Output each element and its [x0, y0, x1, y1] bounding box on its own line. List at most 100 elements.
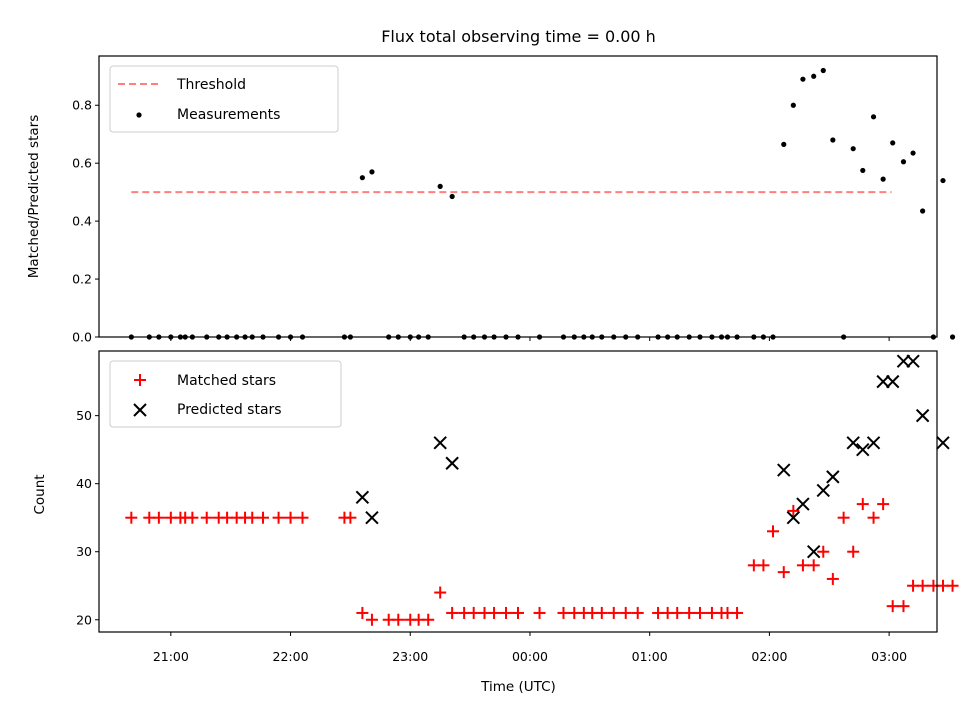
measurement-point — [870, 114, 877, 120]
matched-star-marker — [284, 511, 297, 524]
matched-star-marker — [787, 504, 800, 517]
matched-star-marker — [200, 511, 213, 524]
matched-star-marker — [557, 606, 570, 619]
x-tick-label: 22:00 — [273, 649, 309, 664]
top-y-tick-label: 0.8 — [72, 98, 92, 113]
predicted-star-marker — [806, 545, 821, 559]
measurement-point — [820, 67, 826, 74]
bottom-y-axis-label: Count — [32, 474, 48, 514]
predicted-star-marker — [777, 463, 791, 477]
predicted-star-marker — [906, 354, 920, 368]
measurement-point — [900, 159, 907, 165]
top-y-tick-label: 0.0 — [72, 330, 92, 345]
matched-star-marker — [296, 511, 309, 524]
bottom-y-tick-label: 20 — [76, 612, 92, 627]
predicted-star-marker — [885, 374, 900, 389]
matched-star-marker — [392, 613, 405, 626]
measurement-point — [449, 193, 455, 200]
measurement-point — [940, 177, 946, 184]
bottom-y-tick-label: 30 — [76, 544, 92, 559]
predicted-star-marker — [796, 497, 810, 511]
legend-measurements-label: Measurements — [177, 107, 280, 123]
matched-star-marker — [434, 586, 447, 599]
measurement-point — [949, 334, 956, 340]
matched-star-marker — [867, 511, 880, 524]
top-panel: Flux total observing time = 0.00 h Match… — [26, 27, 956, 345]
matched-star-marker — [757, 559, 770, 572]
legend-predicted-swatch — [133, 403, 147, 417]
legend-matched-label: Matched stars — [177, 373, 276, 389]
matched-star-marker — [856, 498, 869, 511]
predicted-star-marker — [826, 470, 840, 484]
matched-star-marker — [796, 559, 809, 572]
measurement-point — [359, 175, 365, 181]
matched-star-marker — [671, 606, 684, 619]
predicted-star-marker — [936, 436, 950, 450]
predicted-star-marker — [915, 408, 930, 423]
measurement-point — [880, 176, 886, 182]
measurement-point — [437, 183, 443, 189]
measurement-point — [860, 167, 866, 174]
bottom-y-tick-label: 50 — [76, 408, 92, 423]
matched-star-marker — [619, 606, 632, 619]
x-tick-label: 03:00 — [871, 649, 907, 664]
predicted-star-marker — [786, 510, 801, 525]
matched-star-marker — [125, 511, 138, 524]
bottom-panel: Count Time (UTC) 20 30 40 50 21:00 22:00 23:00… — [32, 350, 959, 695]
predicted-star-marker — [856, 442, 870, 457]
measurement-point — [890, 140, 896, 146]
bottom-plot-frame — [98, 350, 938, 633]
matched-star-marker — [683, 606, 696, 619]
predicted-star-marker — [846, 436, 860, 450]
bottom-y-tick-label: 40 — [76, 476, 92, 491]
matched-star-marker — [807, 559, 820, 572]
matched-star-marker — [257, 511, 270, 524]
matched-star-marker — [344, 511, 357, 524]
matched-star-marker — [693, 606, 706, 619]
matched-star-marker — [422, 613, 435, 626]
matched-star-marker — [777, 566, 790, 579]
matched-star-marker — [886, 600, 899, 613]
matched-star-marker — [446, 606, 459, 619]
matched-star-marker — [826, 572, 839, 585]
top-plot-area: 0.0 0.2 0.4 0.6 0.8 — [72, 67, 956, 345]
x-series — [355, 354, 950, 559]
legend-measurements-swatch — [136, 112, 142, 118]
matched-star-marker — [365, 613, 378, 626]
predicted-star-marker — [896, 354, 911, 368]
x-tick-label: 00:00 — [512, 649, 548, 664]
measurement-point — [910, 150, 916, 156]
top-legend: Threshold Measurements — [109, 65, 339, 133]
measurement-point — [850, 146, 856, 152]
top-legend-box — [109, 65, 339, 133]
bottom-plot-area: 20 30 40 50 21:00 22:00 23:00 00:00 01:00 02:00 03… — [76, 354, 959, 664]
measurement-point — [790, 102, 796, 108]
legend-matched-swatch — [134, 374, 146, 386]
predicted-star-marker — [866, 436, 881, 450]
measurement-point — [920, 208, 926, 214]
bottom-legend-box — [109, 360, 342, 428]
matched-star-marker — [246, 511, 259, 524]
x-tick-label: 23:00 — [392, 649, 428, 664]
top-y-tick-label: 0.4 — [72, 214, 92, 229]
measurement-point — [811, 73, 817, 79]
matched-star-marker — [897, 600, 910, 613]
top-y-tick-label: 0.6 — [72, 156, 92, 171]
matched-star-marker — [847, 545, 860, 558]
x-tick-label: 21:00 — [153, 649, 189, 664]
predicted-star-marker — [445, 456, 459, 470]
matched-star-marker — [817, 545, 830, 558]
bottom-legend: Matched stars Predicted stars — [109, 360, 342, 428]
matched-star-marker — [467, 606, 480, 619]
matched-star-marker — [356, 606, 369, 619]
x-tick-label: 01:00 — [632, 649, 668, 664]
matched-star-marker — [916, 579, 929, 592]
matched-star-marker — [488, 606, 501, 619]
matched-star-marker — [186, 511, 199, 524]
measurement-point — [800, 76, 806, 82]
predicted-star-marker — [433, 436, 447, 450]
chart-title: Flux total observing time = 0.00 h — [381, 27, 656, 46]
matched-star-marker — [152, 511, 165, 524]
top-y-axis-label: Matched/Predicted stars — [26, 115, 42, 278]
